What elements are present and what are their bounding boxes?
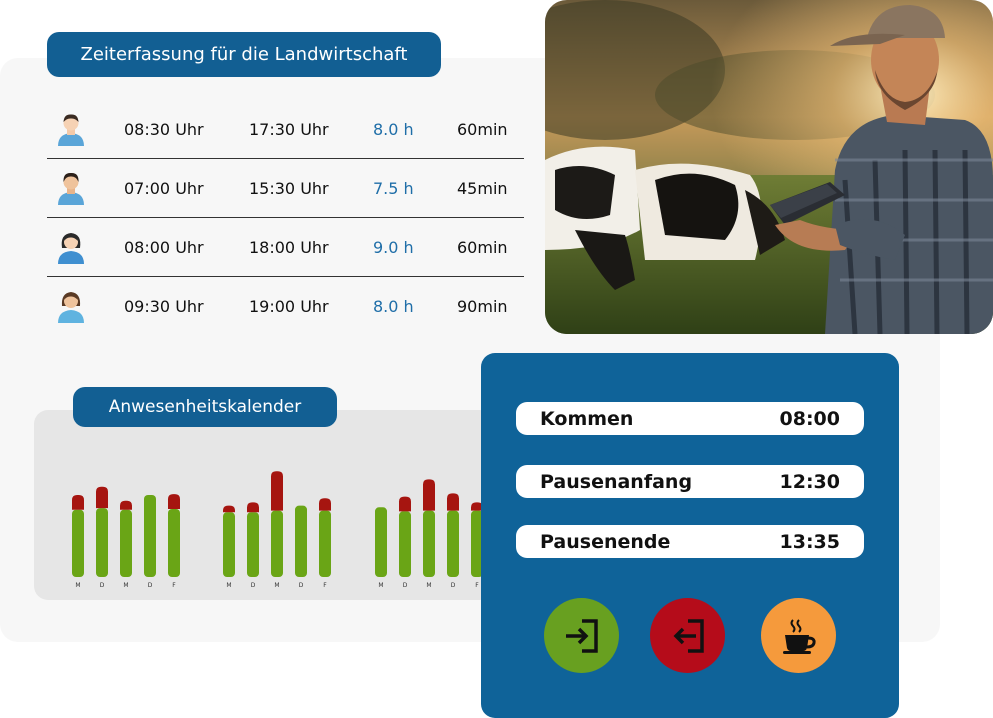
table-row[interactable]: 09:30 Uhr 19:00 Uhr 8.0 h 90min [47,277,524,335]
female-worker-avatar-icon [58,233,84,264]
present-bar [319,510,331,577]
overtime-bar [423,479,435,511]
end-time: 18:00 Uhr [249,237,329,257]
weekday-label: D [451,582,456,589]
weekday-label: F [475,582,479,589]
present-bar [223,512,235,577]
start-time: 08:00 Uhr [124,237,204,257]
break-button[interactable] [761,598,836,673]
entry-time: 12:30 [779,470,840,493]
present-bar [72,509,84,577]
overtime-bar [120,500,132,510]
overtime-bar [168,494,180,509]
start-time: 08:30 Uhr [124,119,204,139]
present-bar [168,508,180,577]
overtime-bar [471,502,483,511]
end-time: 15:30 Uhr [249,178,329,198]
worked-hours: 9.0 h [373,237,414,257]
logout-icon [673,618,704,653]
table-row[interactable]: 07:00 Uhr 15:30 Uhr 7.5 h 45min [47,159,524,218]
present-bar [399,511,411,577]
worked-hours: 8.0 h [373,296,414,316]
weekday-label: D [403,582,408,589]
overtime-bar [96,486,108,509]
entry-time: 08:00 [779,407,840,430]
start-time: 09:30 Uhr [124,296,204,316]
coffee-cup-icon [782,618,816,654]
weekday-label: D [100,582,105,589]
weekday-label: D [299,582,304,589]
entry-pausenende[interactable]: Pausenende 13:35 [516,525,864,558]
time-clock-panel: Kommen 08:00 Pausenanfang 12:30 Pausenen… [481,353,899,718]
present-bar [471,510,483,577]
time-records-table: 08:30 Uhr 17:30 Uhr 8.0 h 60min 07:00 Uh… [47,100,524,335]
entry-kommen[interactable]: Kommen 08:00 [516,402,864,435]
present-bar [144,495,156,577]
worked-hours: 7.5 h [373,178,414,198]
present-bar [120,509,132,577]
entry-label: Kommen [540,407,634,430]
farmer-with-tablet-photo [545,0,993,334]
weekday-label: M [75,582,80,589]
overtime-bar [72,495,84,510]
present-bar [271,510,283,577]
overtime-bar [319,498,331,511]
app-title: Zeiterfassung für die Landwirtschaft [47,32,441,77]
break-duration: 60min [457,237,508,257]
weekday-label: M [123,582,128,589]
weekday-label: M [378,582,383,589]
weekday-label: F [323,582,327,589]
break-duration: 90min [457,296,508,316]
entry-label: Pausenanfang [540,470,693,493]
clock-in-button[interactable] [544,598,619,673]
present-bar [447,510,459,577]
end-time: 17:30 Uhr [249,119,329,139]
male-worker-avatar-icon [58,114,84,146]
weekday-label: M [426,582,431,589]
weekday-label: D [148,582,153,589]
worked-hours: 8.0 h [373,119,414,139]
present-bar [375,507,387,577]
female-worker-avatar-icon [58,292,84,323]
weekday-label: D [251,582,256,589]
end-time: 19:00 Uhr [249,296,329,316]
weekday-label: F [172,582,176,589]
start-time: 07:00 Uhr [124,178,204,198]
entry-time: 13:35 [779,530,840,553]
present-bar [295,505,307,577]
overtime-bar [447,493,459,511]
calendar-title: Anwesenheitskalender [73,387,337,427]
weekday-label: M [274,582,279,589]
clock-out-button[interactable] [650,598,725,673]
present-bar [96,508,108,577]
overtime-bar [399,496,411,512]
overtime-bar [271,471,283,511]
table-row[interactable]: 08:00 Uhr 18:00 Uhr 9.0 h 60min [47,218,524,277]
break-duration: 60min [457,119,508,139]
table-row[interactable]: 08:30 Uhr 17:30 Uhr 8.0 h 60min [47,100,524,159]
entry-label: Pausenende [540,530,671,553]
farmer-photo-illustration [545,0,993,334]
present-bar [423,510,435,577]
overtime-bar [247,502,259,513]
male-worker-avatar-icon [58,172,84,205]
break-duration: 45min [457,178,508,198]
login-icon [565,618,598,653]
present-bar [247,512,259,577]
overtime-bar [223,505,235,513]
entry-pausenanfang[interactable]: Pausenanfang 12:30 [516,465,864,498]
weekday-label: M [226,582,231,589]
